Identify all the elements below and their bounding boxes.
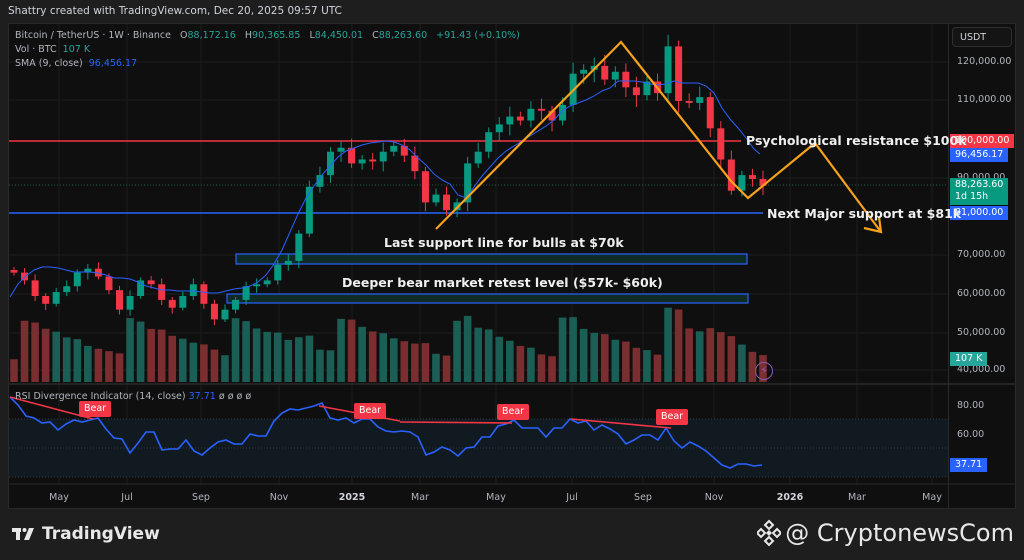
- open-label: O: [180, 30, 188, 41]
- low-value: 84,450.01: [314, 30, 364, 41]
- high-label: H: [244, 30, 253, 41]
- ohlc-row: Bitcoin / TetherUS · 1W · Binance O88,17…: [15, 29, 520, 43]
- rsi-line: [9, 396, 763, 469]
- candlesticks: [10, 34, 767, 326]
- resistance-annotation[interactable]: Psychological resistance $100k: [746, 133, 967, 148]
- support-price-tag: 81,000.00: [950, 206, 1009, 220]
- rsi-title[interactable]: RSI Divergence Indicator (14, close): [15, 391, 186, 402]
- price-tick: 50,000.00: [957, 327, 1006, 338]
- last-price-value: 88,263.60: [955, 179, 1004, 190]
- cryptonews-handle: @ CryptonewsCom: [785, 519, 1014, 547]
- rsi-value: 37.71: [188, 391, 216, 402]
- time-tick: May: [49, 492, 69, 503]
- time-tick: Nov: [704, 492, 724, 503]
- time-tick: May: [486, 492, 506, 503]
- volume-label[interactable]: Vol · BTC: [15, 44, 57, 55]
- currency-button[interactable]: USDT: [952, 27, 1012, 47]
- bulls-support-zone[interactable]: [235, 253, 748, 265]
- close-value: 88,263.60: [378, 30, 428, 41]
- rsi-legend: RSI Divergence Indicator (14, close) 37.…: [15, 391, 251, 402]
- bear-retest-annotation[interactable]: Deeper bear market retest level ($57k- $…: [342, 275, 663, 290]
- tradingview-brand: TradingView: [42, 524, 160, 544]
- time-tick: 2025: [338, 492, 366, 503]
- time-tick: 2026: [776, 492, 804, 503]
- volume-bars: [10, 307, 767, 382]
- sma-row: SMA (9, close) 96,456.17: [15, 57, 520, 71]
- projection-path: [435, 40, 882, 233]
- volume-value: 107 K: [62, 44, 91, 55]
- time-tick: Sep: [634, 492, 652, 503]
- price-tick: 70,000.00: [957, 249, 1006, 260]
- bear-retest-zone[interactable]: [226, 293, 749, 304]
- symbol-label[interactable]: Bitcoin / TetherUS · 1W · Binance: [15, 30, 171, 41]
- time-tick: Jul: [566, 492, 578, 503]
- time-tick: Nov: [269, 492, 289, 503]
- cryptonews-credit: @ CryptonewsCom: [757, 519, 1014, 547]
- lightning-icon[interactable]: ⚡: [755, 362, 773, 380]
- sma-value: 96,456.17: [88, 58, 138, 69]
- resistance-price-tag: 100,000.00: [950, 134, 1015, 148]
- price-tick: 110,000.00: [957, 94, 1012, 105]
- tradingview-logo[interactable]: TradingView: [12, 524, 160, 544]
- time-tick: Sep: [192, 492, 210, 503]
- bear-divergence-label: Bear: [656, 409, 689, 425]
- bar-countdown: 1d 15h: [955, 191, 989, 202]
- price-tick: 90,000.00: [957, 172, 1005, 183]
- bear-divergence-label: Bear: [79, 401, 112, 417]
- time-tick: Jul: [121, 492, 133, 503]
- tradingview-icon: [12, 528, 34, 540]
- projection-arrowhead-icon: [863, 216, 883, 234]
- last-price-tag: 88,263.60 1d 15h: [950, 178, 1009, 205]
- volume-tag: 107 K: [950, 352, 988, 366]
- binance-icon: [757, 519, 782, 547]
- sma-line: [9, 80, 761, 298]
- price-tick: 60,000.00: [957, 288, 1006, 299]
- sma-price-tag: 96,456.17: [950, 148, 1009, 162]
- attribution-header: Shattry created with TradingView.com, De…: [8, 5, 342, 17]
- rsi-tick: 60.00: [957, 429, 985, 440]
- low-label: L: [309, 30, 315, 41]
- support-annotation[interactable]: Next Major support at $81k: [767, 206, 962, 221]
- bear-divergence-label: Bear: [497, 404, 530, 420]
- rsi-extra-values: ø ø ø ø: [218, 391, 252, 402]
- close-label: C: [372, 30, 379, 41]
- bear-divergence-label: Bear: [354, 403, 387, 419]
- rsi-tick: 80.00: [957, 400, 985, 411]
- price-tick: 40,000.00: [957, 364, 1006, 375]
- volume-row: Vol · BTC 107 K: [15, 43, 520, 57]
- time-tick: Mar: [411, 492, 429, 503]
- bulls-support-annotation[interactable]: Last support line for bulls at $70k: [384, 235, 624, 250]
- price-axis[interactable]: [948, 24, 1016, 509]
- time-tick: Mar: [848, 492, 866, 503]
- sma-label[interactable]: SMA (9, close): [15, 58, 83, 69]
- chart-legend: Bitcoin / TetherUS · 1W · Binance O88,17…: [15, 29, 520, 71]
- change-value: +91.43 (+0.10%): [436, 30, 520, 41]
- price-tick: 120,000.00: [957, 56, 1012, 67]
- time-tick: May: [922, 492, 942, 503]
- rsi-value-tag: 37.71: [950, 458, 988, 472]
- high-value: 90,365.85: [252, 30, 301, 41]
- open-value: 88,172.16: [187, 30, 236, 41]
